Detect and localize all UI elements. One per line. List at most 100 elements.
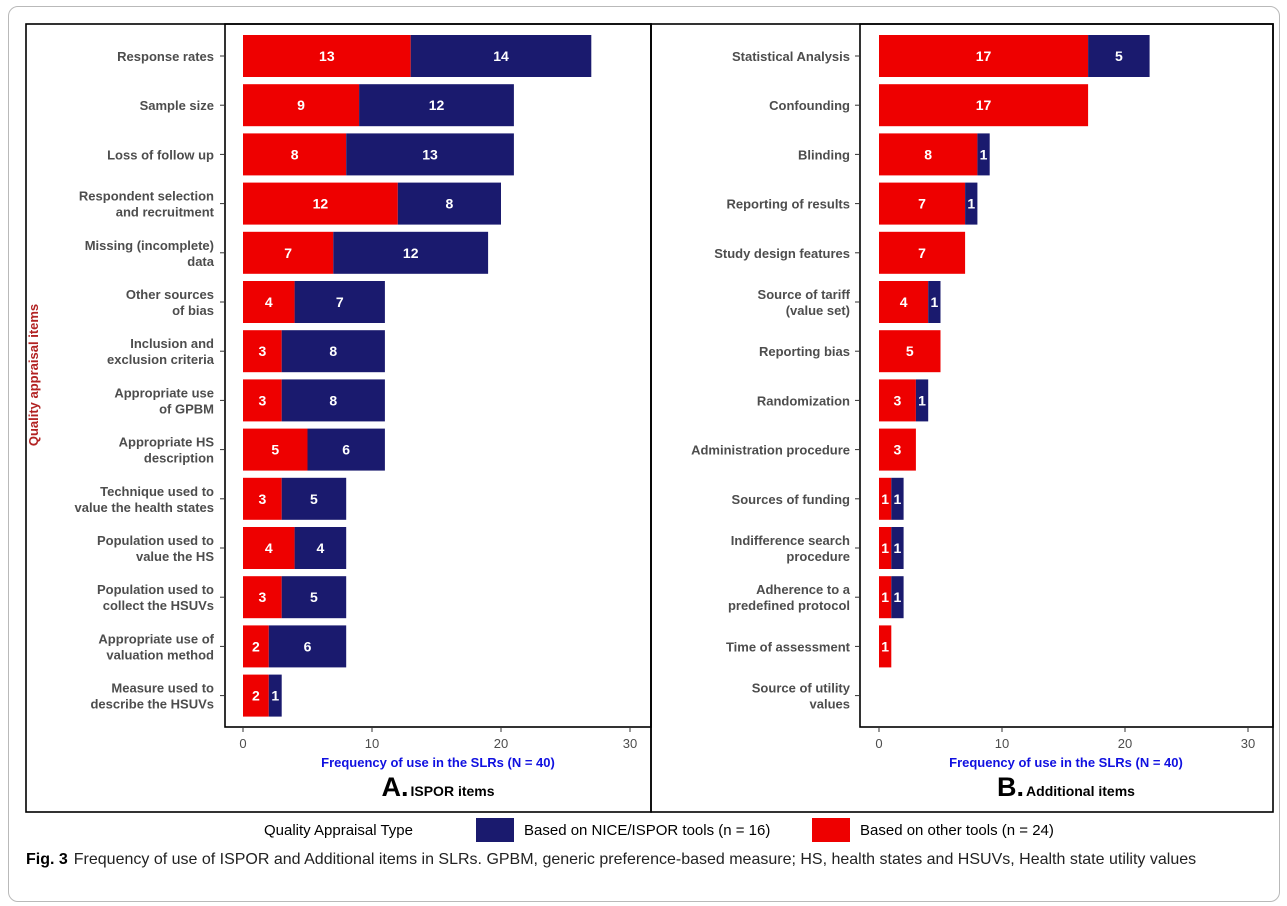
bar-label-other: 1 (881, 638, 889, 654)
category-label-line: Measure used to (111, 681, 214, 696)
bar-nice-ispor (977, 133, 990, 176)
bar-label-nice: 1 (894, 589, 902, 605)
x-tick-label: 10 (995, 736, 1009, 751)
bar-nice-ispor (294, 281, 385, 323)
category-label-line: Indifference search (731, 533, 850, 548)
category-label: Reporting bias (759, 344, 850, 359)
category-label-line: Technique used to (100, 484, 214, 499)
category-label: Source of tariff (value set) (758, 287, 851, 318)
bar-label-other: 1 (881, 540, 889, 556)
category-label-line: Confounding (769, 98, 850, 113)
category-label: Randomization (757, 393, 850, 408)
bar-other-tools (243, 428, 308, 471)
category-label-line: Source of tariff (758, 287, 851, 302)
plot-area (859, 23, 1274, 728)
bar-nice-ispor (359, 84, 514, 127)
category-label-line: procedure (786, 549, 850, 564)
category-label-line: Study design features (714, 246, 850, 261)
bar-label-other: 4 (900, 294, 908, 310)
category-label-line: Administration procedure (691, 443, 850, 458)
x-tick-label: 20 (494, 736, 508, 751)
category-label-line: Statistical Analysis (732, 49, 850, 64)
bar-label-nice: 5 (310, 491, 318, 507)
bar-nice-ispor (268, 674, 282, 717)
category-label-line: describe the HSUVs (90, 697, 214, 712)
bar-label-nice: 6 (342, 442, 350, 458)
bar-other-tools (879, 625, 892, 668)
category-label: Missing (incomplete) data (85, 238, 215, 269)
bar-label-nice: 1 (967, 196, 975, 212)
category-label-line: predefined protocol (728, 598, 850, 613)
bar-other-tools (243, 576, 282, 619)
legend-label-other: Based on other tools (n = 24) (860, 822, 1054, 839)
bar-label-nice: 1 (271, 688, 279, 704)
category-label-line: Response rates (117, 49, 214, 64)
bar-nice-ispor (915, 379, 929, 422)
bar-nice-ispor (928, 281, 941, 323)
y-axis-label: Quality appraisal items (26, 304, 41, 446)
bar-label-nice: 8 (446, 196, 454, 212)
category-label-line: Population used to (97, 533, 214, 548)
category-label-line: value the HS (136, 549, 214, 564)
category-label: Confounding (769, 98, 850, 113)
category-label: Measure used to describe the HSUVs (90, 681, 214, 712)
category-label: Statistical Analysis (732, 49, 850, 64)
bar-other-tools (243, 281, 295, 323)
bar-nice-ispor (281, 330, 385, 373)
x-axis-label: Frequency of use in the SLRs (N = 40) (321, 755, 555, 770)
legend-swatch-other (812, 818, 850, 842)
bar-nice-ispor (891, 576, 904, 619)
bar-other-tools (879, 281, 929, 323)
category-label-line: Inclusion and (130, 336, 214, 351)
category-label: Blinding (798, 147, 850, 162)
category-label: Administration procedure (691, 443, 850, 458)
bar-other-tools (243, 379, 282, 422)
category-label-line: values (810, 697, 850, 712)
panel-b: 0 10 20 30 Frequency of use in the SLRs (N =… (650, 23, 1274, 813)
bar-label-other: 1 (881, 589, 889, 605)
panel-subtitle: Additional items (1026, 783, 1135, 799)
category-label-line: of bias (172, 303, 214, 318)
bar-other-tools (243, 527, 295, 569)
x-tick-label: 10 (365, 736, 379, 751)
category-label: Respondent selection and recruitment (79, 189, 215, 220)
category-label-line: data (187, 254, 215, 269)
category-label: Inclusion and exclusion criteria (107, 336, 215, 367)
category-label: Adherence to a predefined protocol (728, 582, 851, 613)
bar-other-tools (243, 477, 282, 520)
bar-label-other: 7 (284, 245, 292, 261)
category-label: Source of utility values (752, 681, 851, 712)
bar-label-nice: 14 (493, 48, 509, 64)
category-label-line: Respondent selection (79, 189, 214, 204)
category-label: Indifference search procedure (731, 533, 850, 564)
bar-label-nice: 7 (336, 294, 344, 310)
bar-label-other: 8 (924, 146, 932, 162)
bar-nice-ispor (346, 133, 514, 176)
bar-nice-ispor (281, 576, 347, 619)
category-label: Study design features (714, 246, 850, 261)
panel-subtitle: ISPOR items (410, 783, 494, 799)
bar-label-other: 3 (894, 442, 902, 458)
caption-label: Fig. 3 (26, 851, 68, 868)
category-label: Appropriate HS description (119, 435, 215, 466)
bar-other-tools (243, 674, 269, 717)
category-label-line: Adherence to a (756, 582, 851, 597)
bar-nice-ispor (965, 182, 978, 225)
category-label-line: Other sources (126, 287, 214, 302)
bar-label-other: 7 (918, 245, 926, 261)
x-axis-label: Frequency of use in the SLRs (N = 40) (949, 755, 1183, 770)
bar-label-nice: 1 (980, 146, 988, 162)
x-tick-label: 30 (623, 736, 637, 751)
category-label-line: Sample size (140, 98, 214, 113)
bar-other-tools (879, 182, 966, 225)
category-label-line: Time of assessment (726, 639, 851, 654)
bar-other-tools (879, 133, 978, 176)
bar-nice-ispor (307, 428, 385, 471)
category-label-line: Randomization (757, 393, 850, 408)
category-label: Appropriate use of valuation method (98, 631, 214, 662)
legend-swatch-nice (476, 818, 514, 842)
bar-label-nice: 6 (304, 638, 312, 654)
bar-label-nice: 1 (894, 540, 902, 556)
category-label-line: Blinding (798, 147, 850, 162)
